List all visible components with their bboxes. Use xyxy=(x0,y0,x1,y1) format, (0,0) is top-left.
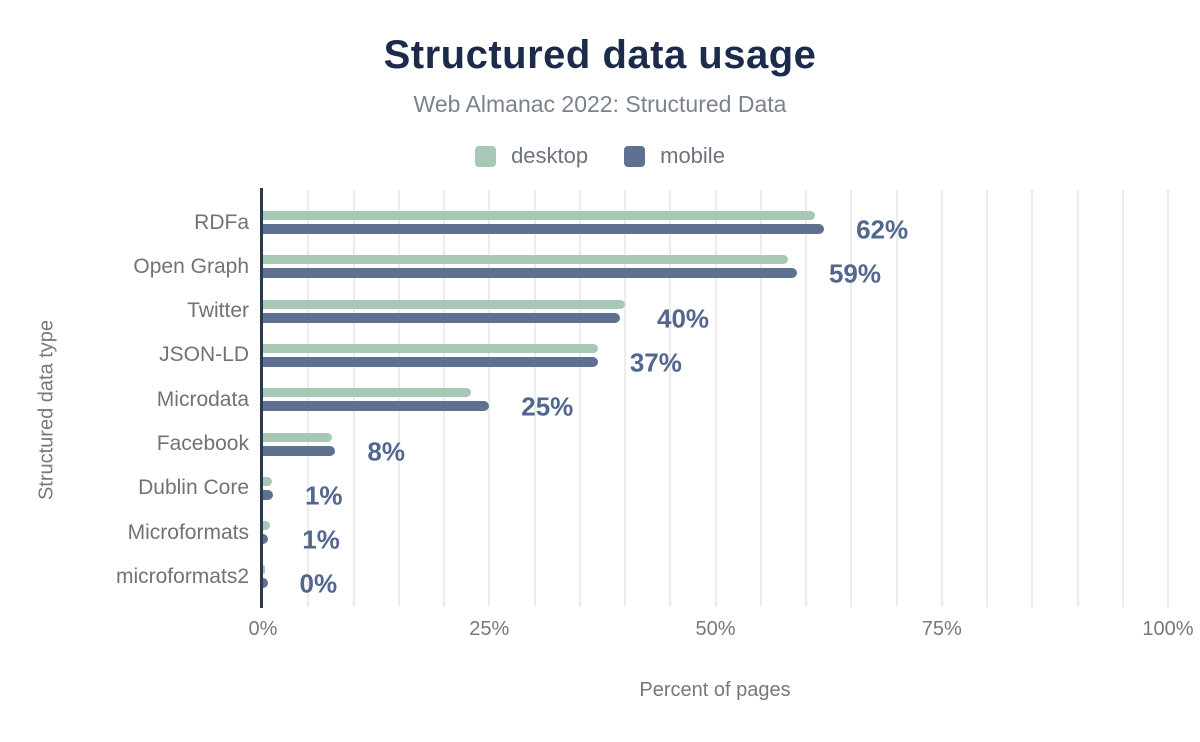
bar-mobile xyxy=(263,224,825,234)
bar-desktop xyxy=(263,521,271,531)
legend-label-desktop: desktop xyxy=(511,143,589,168)
bar-mobile xyxy=(263,268,797,279)
gridline xyxy=(397,190,400,607)
desktop-swatch-icon xyxy=(475,145,497,167)
gridline xyxy=(714,190,717,607)
value-label: 8% xyxy=(367,436,405,466)
bar-desktop xyxy=(263,299,625,309)
bar-mobile xyxy=(263,445,336,456)
category-label: microformats2 xyxy=(115,564,249,588)
gridline xyxy=(986,190,988,607)
bar-desktop xyxy=(263,388,472,398)
gridline xyxy=(940,190,943,607)
legend: desktop mobile xyxy=(0,143,1200,169)
value-label: 1% xyxy=(304,480,343,511)
x-tick-label: 50% xyxy=(695,618,736,640)
gridline xyxy=(1121,190,1124,607)
gridline xyxy=(850,190,853,607)
bar-desktop xyxy=(263,476,273,486)
gridline xyxy=(352,190,355,607)
category-label: Microformats xyxy=(127,520,249,544)
plot-area xyxy=(262,190,1169,607)
gridline xyxy=(533,190,536,607)
x-tick-label: 100% xyxy=(1142,618,1194,640)
gridline xyxy=(759,190,762,607)
bar-mobile xyxy=(263,356,598,367)
gridline xyxy=(1167,190,1169,607)
category-label: Facebook xyxy=(156,432,249,455)
category-label: Dublin Core xyxy=(138,476,249,500)
bar-desktop xyxy=(263,211,816,220)
value-label: 1% xyxy=(302,524,340,555)
gridline xyxy=(578,190,581,607)
legend-item-desktop: desktop xyxy=(475,143,588,169)
gridline xyxy=(307,190,310,607)
category-label: JSON-LD xyxy=(159,343,249,367)
value-label: 37% xyxy=(629,347,682,378)
legend-label-mobile: mobile xyxy=(660,143,725,168)
bar-mobile xyxy=(263,312,621,323)
category-label: Open Graph xyxy=(133,254,249,278)
bar-mobile xyxy=(263,489,273,500)
value-label: 62% xyxy=(856,214,909,245)
value-label: 0% xyxy=(299,568,338,599)
x-axis-title: Percent of pages xyxy=(639,679,791,701)
category-label: RDFa xyxy=(194,210,249,234)
gridline xyxy=(1031,190,1034,607)
value-label: 40% xyxy=(657,303,710,334)
bar-mobile xyxy=(263,401,490,412)
bar-mobile xyxy=(263,534,269,545)
gridline xyxy=(443,190,445,607)
bar-desktop xyxy=(263,343,598,353)
bar-desktop xyxy=(263,255,788,265)
bar-desktop xyxy=(263,432,332,442)
mobile-swatch-icon xyxy=(624,145,646,167)
gridline xyxy=(669,190,672,607)
bar-desktop xyxy=(263,565,265,575)
legend-item-mobile: mobile xyxy=(624,143,725,169)
x-tick-label: 0% xyxy=(248,618,278,640)
category-label: Microdata xyxy=(156,387,249,411)
y-axis-line xyxy=(260,188,263,608)
value-label: 25% xyxy=(521,391,574,422)
gridline xyxy=(895,190,898,607)
gridline xyxy=(1076,190,1079,607)
value-label: 59% xyxy=(828,258,881,289)
x-tick-label: 75% xyxy=(921,618,962,640)
category-label: Twitter xyxy=(187,299,249,323)
gridline xyxy=(805,190,807,607)
gridline xyxy=(488,190,491,607)
gridline xyxy=(624,190,626,607)
bar-mobile xyxy=(263,578,268,589)
chart-title: Structured data usage xyxy=(383,33,817,77)
chart-subtitle: Web Almanac 2022: Structured Data xyxy=(413,91,787,117)
y-axis-title: Structured data type xyxy=(35,319,58,501)
x-tick-label: 25% xyxy=(469,618,510,640)
